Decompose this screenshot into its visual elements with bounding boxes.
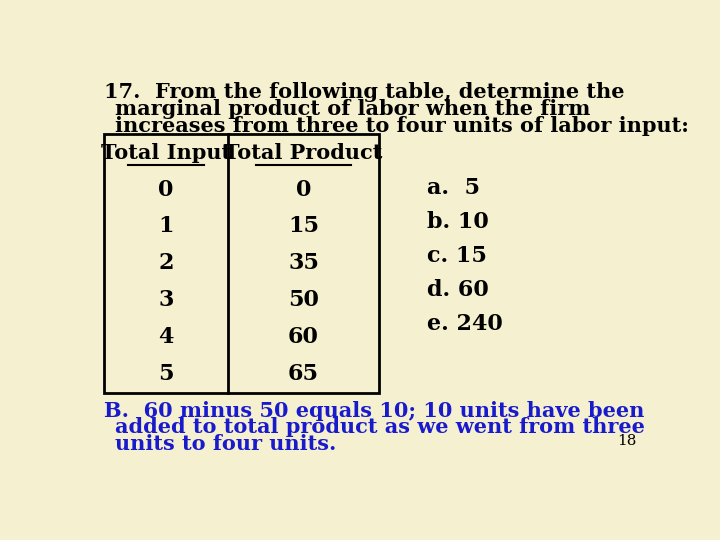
Bar (104, 134, 379, 393)
Text: 3: 3 (158, 289, 174, 312)
Text: a.  5: a. 5 (427, 177, 480, 199)
Text: marginal product of labor when the firm: marginal product of labor when the firm (114, 99, 590, 119)
Text: c. 15: c. 15 (427, 245, 487, 267)
Text: added to total product as we went from three: added to total product as we went from t… (114, 417, 644, 437)
Text: Total Input: Total Input (101, 143, 231, 163)
Text: increases from three to four units of labor input:: increases from three to four units of la… (114, 116, 688, 136)
Text: 0: 0 (158, 179, 174, 200)
Text: b. 10: b. 10 (427, 211, 489, 233)
Text: e. 240: e. 240 (427, 313, 503, 335)
Text: 35: 35 (288, 253, 319, 274)
Text: 2: 2 (158, 253, 174, 274)
Text: Total Product: Total Product (225, 143, 383, 163)
Text: d. 60: d. 60 (427, 279, 489, 301)
Text: B.  60 minus 50 equals 10; 10 units have been: B. 60 minus 50 equals 10; 10 units have … (104, 401, 644, 421)
Text: units to four units.: units to four units. (114, 434, 336, 454)
Text: 50: 50 (288, 289, 319, 312)
Text: 5: 5 (158, 363, 174, 386)
Text: 4: 4 (158, 326, 174, 348)
Text: 15: 15 (288, 215, 319, 238)
Text: 17.  From the following table, determine the: 17. From the following table, determine … (104, 82, 624, 102)
Text: 60: 60 (288, 326, 319, 348)
Text: 1: 1 (158, 215, 174, 238)
Text: 18: 18 (617, 434, 636, 448)
Text: 0: 0 (296, 179, 311, 200)
Text: 65: 65 (288, 363, 319, 386)
